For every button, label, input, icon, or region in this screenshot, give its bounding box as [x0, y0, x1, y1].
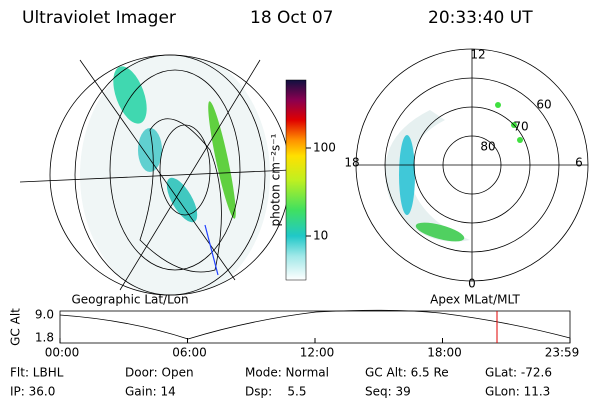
- mlt-label: 18: [344, 156, 359, 170]
- info-field: Dsp: 5.5: [245, 385, 307, 399]
- mlat-label: 60: [536, 98, 551, 112]
- colorbar-tick-label: 100: [313, 141, 336, 155]
- altitude-curve: [59, 309, 571, 340]
- info-field: GLat: -72.6: [485, 366, 552, 380]
- info-field: Door: Open: [125, 366, 194, 380]
- info-field: Seq: 39: [365, 385, 411, 399]
- info-field: GC Alt: 6.5 Re: [365, 366, 449, 380]
- time: 20:33:40 UT: [428, 8, 533, 28]
- mlat-label: 70: [513, 120, 528, 134]
- info-field: GLon: 11.3: [485, 385, 550, 399]
- altitude-tick-label: 9.0: [35, 308, 54, 322]
- info-field: IP: 36.0: [10, 385, 55, 399]
- info-field: Gain: 14: [125, 385, 176, 399]
- mlt-label: 0: [468, 277, 476, 291]
- altitude-x-tick-label: 06:00: [172, 346, 207, 360]
- info-field: Mode: Normal: [245, 366, 329, 380]
- altitude-x-tick-label: 00:00: [45, 346, 80, 360]
- panel-title: Apex MLat/MLT: [430, 293, 520, 307]
- geographic-image: [19, 54, 291, 296]
- panel-title: Geographic Lat/Lon: [71, 293, 188, 307]
- colorbar-tick-label: 10: [313, 229, 328, 243]
- title: Ultraviolet Imager: [22, 8, 176, 28]
- altitude-axis-label: GC Alt: [9, 308, 23, 346]
- mlt-label: 12: [470, 48, 485, 62]
- altitude-x-tick-label: 18:00: [427, 346, 462, 360]
- altitude-x-tick-label: 12:00: [300, 346, 335, 360]
- mlat-label: 80: [480, 140, 495, 154]
- colorbar: [285, 79, 307, 281]
- date: 18 Oct 07: [250, 8, 333, 28]
- colorbar-label: photon cm⁻²s⁻¹: [269, 133, 283, 226]
- altitude-x-tick-label: 23:59: [545, 346, 580, 360]
- altitude-tick-label: 1.8: [35, 331, 54, 345]
- info-field: Flt: LBHL: [10, 366, 64, 380]
- mlt-label: 6: [575, 156, 583, 170]
- polar-image: [355, 48, 589, 282]
